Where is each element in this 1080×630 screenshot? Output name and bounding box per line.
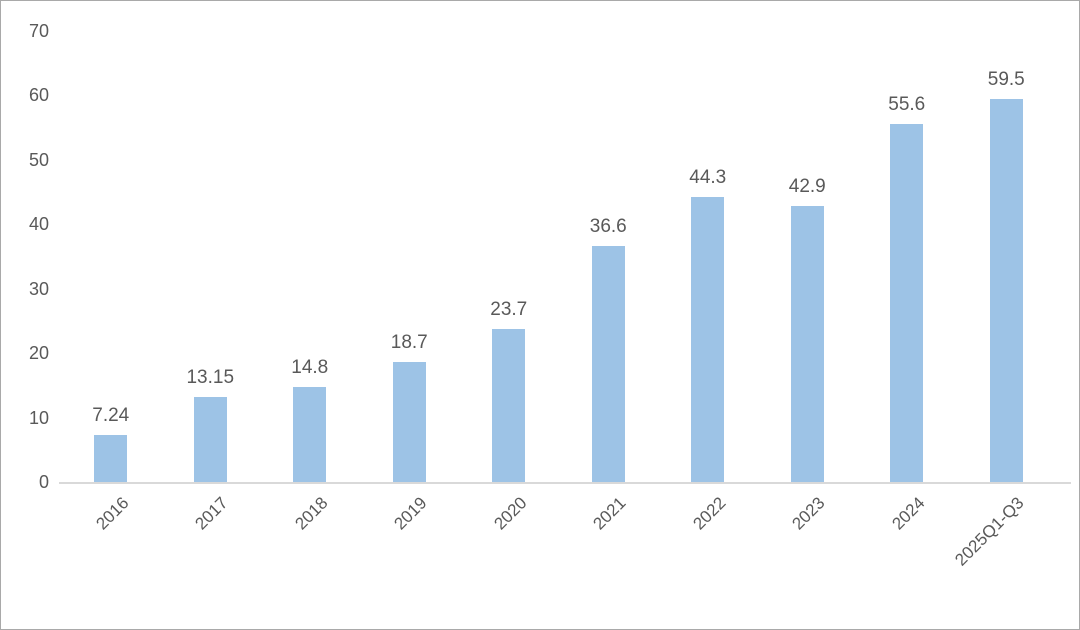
y-axis-tick-label: 30 (28, 278, 49, 299)
bar (94, 435, 128, 482)
y-axis-tick-label: 0 (38, 472, 49, 492)
bar-value-label: 13.15 (186, 367, 235, 389)
x-axis-tick-label: 2024 (888, 493, 929, 534)
x-axis-tick-label: 2022 (689, 493, 730, 534)
y-axis-tick-label: 60 (28, 85, 49, 106)
x-axis-tick-label: 2020 (490, 493, 531, 534)
bar-value-label: 7.24 (92, 405, 130, 427)
bar (989, 98, 1023, 482)
bar (790, 205, 824, 482)
x-axis-tick-label: 2019 (390, 493, 431, 534)
bar-value-label: 59.5 (987, 68, 1025, 90)
y-axis-tick-label: 70 (28, 21, 49, 41)
bar-value-label: 23.7 (490, 299, 528, 321)
bar-value-label: 44.3 (689, 166, 727, 188)
bar (392, 361, 426, 482)
x-axis-tick-label: 2021 (589, 493, 630, 534)
y-axis-tick-label: 20 (28, 343, 49, 364)
y-axis-tick-label: 40 (28, 214, 49, 235)
bar (691, 196, 725, 482)
bar (193, 397, 227, 482)
bar-value-label: 18.7 (390, 331, 428, 353)
x-axis-tick-label: 2023 (788, 493, 829, 534)
bar (492, 329, 526, 482)
y-axis-tick-label: 50 (28, 149, 49, 170)
x-axis-tick-label: 2025Q1-Q3 (951, 493, 1028, 570)
x-axis-tick-label: 2017 (191, 493, 232, 534)
bar-value-label: 42.9 (788, 175, 826, 197)
x-axis-tick-label: 2018 (291, 493, 332, 534)
bar (293, 386, 327, 482)
bar-value-label: 14.8 (291, 356, 329, 378)
y-axis-tick-label: 10 (28, 407, 49, 428)
bar-value-label: 55.6 (888, 93, 926, 115)
bar (591, 246, 625, 482)
x-axis-tick-label: 2016 (92, 493, 133, 534)
bar (890, 123, 924, 482)
x-axis-line (59, 482, 1071, 484)
bar-value-label: 36.6 (589, 216, 627, 238)
